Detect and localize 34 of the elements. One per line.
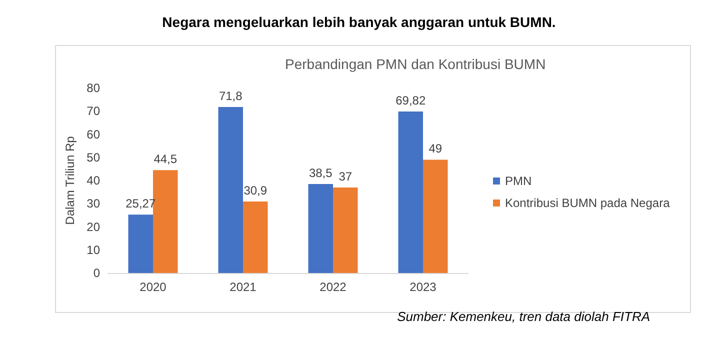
data-label: 30,9	[244, 184, 268, 198]
x-tick-label: 2021	[230, 280, 257, 294]
y-tick-label: 40	[86, 174, 100, 188]
y-tick-label: 30	[86, 196, 100, 211]
y-tick-label: 70	[86, 104, 100, 118]
bar	[218, 106, 243, 273]
y-tick-label: 20	[86, 220, 100, 234]
data-label: 38,5	[308, 166, 333, 180]
data-label: 71,8	[218, 88, 243, 103]
bar	[153, 170, 178, 273]
data-label: 69,82	[396, 94, 426, 108]
legend-label: Kontribusi BUMN pada Negara	[505, 196, 670, 210]
x-tick-label: 2023	[410, 280, 437, 294]
y-tick-label: 0	[93, 266, 100, 280]
y-tick-label: 10	[86, 242, 100, 257]
data-label: 37	[338, 169, 352, 184]
data-label: 49	[428, 142, 442, 156]
chart-title: Negara mengeluarkan lebih banyak anggaran untuk BUMN.	[162, 14, 556, 30]
x-tick-label: 2022	[320, 280, 347, 294]
y-tick-label: 80	[86, 81, 100, 95]
bar	[423, 160, 448, 273]
legend-label: PMN	[505, 174, 532, 188]
x-tick-label: 2020	[140, 280, 167, 294]
data-label: 44,5	[154, 152, 178, 166]
y-axis-title: Dalam Triliun Rp	[62, 136, 77, 225]
bar	[398, 112, 423, 273]
y-tick-label: 50	[86, 150, 100, 164]
bar	[243, 202, 268, 273]
bar	[128, 214, 153, 273]
bar	[308, 184, 333, 273]
text: Sumber: Kemenkeu, tren data diolah FITRA	[397, 309, 650, 324]
bar	[333, 187, 358, 273]
y-tick-label: 60	[86, 127, 100, 142]
chart-subtitle: Perbandingan PMN dan Kontribusi BUMN	[285, 56, 546, 72]
